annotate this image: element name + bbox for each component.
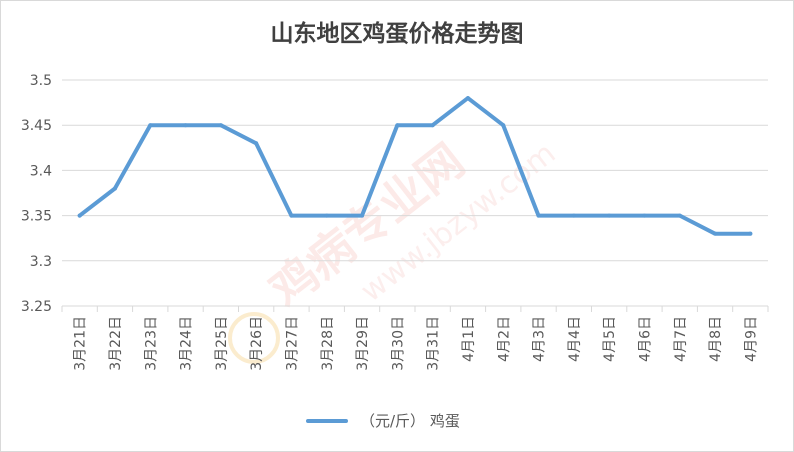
x-tick-label: 3月22日 xyxy=(108,316,124,371)
y-tick-label: 3.25 xyxy=(21,299,52,315)
x-tick-label: 3月29日 xyxy=(355,316,371,371)
data-point xyxy=(571,213,576,218)
data-point xyxy=(465,96,470,101)
data-point xyxy=(536,213,541,218)
data-point xyxy=(183,123,188,128)
series-line xyxy=(77,96,753,236)
x-tick-label: 4月5日 xyxy=(602,316,618,362)
data-point xyxy=(748,231,753,236)
x-tick-label: 4月8日 xyxy=(708,316,724,362)
x-tick-label: 3月27日 xyxy=(284,316,300,371)
chart-title: 山东地区鸡蛋价格走势图 xyxy=(270,20,524,47)
y-tick-label: 3.5 xyxy=(30,73,52,89)
data-point xyxy=(218,123,223,128)
data-point xyxy=(642,213,647,218)
x-tick-label: 3月23日 xyxy=(143,316,159,371)
x-tick-label: 3月28日 xyxy=(320,316,336,371)
data-point xyxy=(501,123,506,128)
x-tick-label: 4月9日 xyxy=(743,316,759,362)
data-point xyxy=(360,213,365,218)
x-tick-label: 3月21日 xyxy=(73,316,89,371)
data-point xyxy=(430,123,435,128)
data-point xyxy=(395,123,400,128)
y-tick-label: 3.45 xyxy=(21,118,52,134)
x-tick-label: 4月7日 xyxy=(673,316,689,362)
data-point xyxy=(607,213,612,218)
data-point xyxy=(148,123,153,128)
legend-label: （元/斤） 鸡蛋 xyxy=(360,412,460,430)
data-point xyxy=(324,213,329,218)
data-point xyxy=(112,186,117,191)
x-tick-label: 4月6日 xyxy=(637,316,653,362)
data-point xyxy=(289,213,294,218)
y-tick-label: 3.35 xyxy=(21,209,52,225)
x-tick-label: 4月3日 xyxy=(532,316,548,362)
legend: （元/斤） 鸡蛋 xyxy=(306,410,460,431)
legend-line-swatch xyxy=(306,418,348,423)
x-tick-label: 3月25日 xyxy=(214,316,230,371)
data-point xyxy=(77,213,82,218)
x-tick-label: 3月26日 xyxy=(249,316,265,371)
data-point xyxy=(677,213,682,218)
x-tick-label: 4月4日 xyxy=(567,316,583,362)
x-tick-label: 3月31日 xyxy=(426,316,442,371)
data-point xyxy=(713,231,718,236)
x-tick-label: 4月1日 xyxy=(461,316,477,362)
y-tick-label: 3.3 xyxy=(30,254,52,270)
data-point xyxy=(254,141,259,146)
y-tick-label: 3.4 xyxy=(30,163,52,179)
x-tick-label: 3月24日 xyxy=(179,316,195,371)
x-tick-label: 3月30日 xyxy=(390,316,406,371)
x-tick-label: 4月2日 xyxy=(496,316,512,362)
